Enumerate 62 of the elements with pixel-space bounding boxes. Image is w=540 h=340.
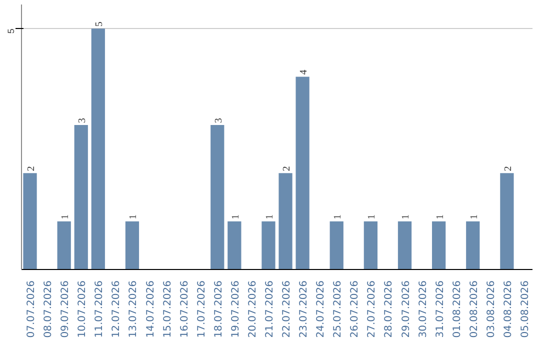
x-tick-label: 19.07.2026 xyxy=(230,280,242,338)
data-label: 1 xyxy=(264,214,276,220)
x-tick-label: 26.07.2026 xyxy=(350,280,361,338)
bar xyxy=(296,76,310,270)
data-label: 1 xyxy=(468,214,480,220)
x-tick-label: 30.07.2026 xyxy=(418,280,429,338)
data-label: 2 xyxy=(26,166,38,172)
x-tick-label: 17.07.2026 xyxy=(196,280,208,338)
data-label: 4 xyxy=(298,70,310,75)
data-label: 1 xyxy=(60,214,72,220)
x-tick-label: 15.07.2026 xyxy=(162,280,174,338)
data-label: 2 xyxy=(282,166,293,172)
data-label: 1 xyxy=(434,214,446,220)
bar xyxy=(228,221,242,270)
data-label: 1 xyxy=(366,214,378,220)
data-label: 1 xyxy=(332,214,344,220)
bar xyxy=(210,124,224,270)
data-label: 1 xyxy=(400,214,412,220)
x-tick-label: 13.07.2026 xyxy=(128,280,140,338)
data-label: 3 xyxy=(77,118,88,123)
bar xyxy=(125,221,140,270)
bar xyxy=(432,221,446,270)
x-tick-label: 21.07.2026 xyxy=(264,280,276,338)
x-tick-label: 10.07.2026 xyxy=(77,280,88,338)
bar xyxy=(330,221,344,270)
bar xyxy=(398,221,412,270)
bar xyxy=(364,221,378,270)
data-label: 1 xyxy=(230,214,242,220)
bar xyxy=(278,173,292,270)
bar xyxy=(262,221,276,270)
x-tick-label: 03.08.2026 xyxy=(486,280,497,338)
bar xyxy=(500,173,514,270)
x-tick-label: 29.07.2026 xyxy=(400,280,412,338)
x-tick-label: 20.07.2026 xyxy=(247,280,258,338)
x-tick-label: 31.07.2026 xyxy=(434,280,446,338)
x-tick-label: 25.07.2026 xyxy=(332,280,344,338)
bar xyxy=(23,173,37,270)
x-tick-label: 04.08.2026 xyxy=(502,280,514,338)
x-tick-label: 09.07.2026 xyxy=(60,280,72,338)
x-tick-label: 02.08.2026 xyxy=(468,280,480,338)
x-tick-label: 01.08.2026 xyxy=(452,280,463,338)
data-label: 1 xyxy=(128,214,140,220)
x-tick-label: 23.07.2026 xyxy=(298,280,310,338)
x-tick-label: 14.07.2026 xyxy=(145,280,156,338)
x-tick-label: 08.07.2026 xyxy=(43,280,54,338)
x-tick-label: 05.08.2026 xyxy=(520,280,531,338)
x-tick-label: 22.07.2026 xyxy=(282,280,293,338)
bar xyxy=(57,221,71,270)
x-tick-label: 18.07.2026 xyxy=(213,280,224,338)
x-tick-label: 11.07.2026 xyxy=(94,280,106,338)
x-tick-label: 27.07.2026 xyxy=(366,280,378,338)
x-tick-label: 07.07.2026 xyxy=(26,280,38,338)
x-tick-label: 16.07.2026 xyxy=(179,280,190,338)
data-label: 3 xyxy=(213,118,224,123)
x-tick-label: 12.07.2026 xyxy=(111,280,122,338)
data-label: 5 xyxy=(94,22,106,27)
x-tick-label: 24.07.2026 xyxy=(316,280,327,338)
bar xyxy=(91,28,105,270)
data-label: 2 xyxy=(502,166,514,172)
bar xyxy=(466,221,480,270)
x-tick-label: 28.07.2026 xyxy=(384,280,395,338)
bar xyxy=(74,124,88,270)
